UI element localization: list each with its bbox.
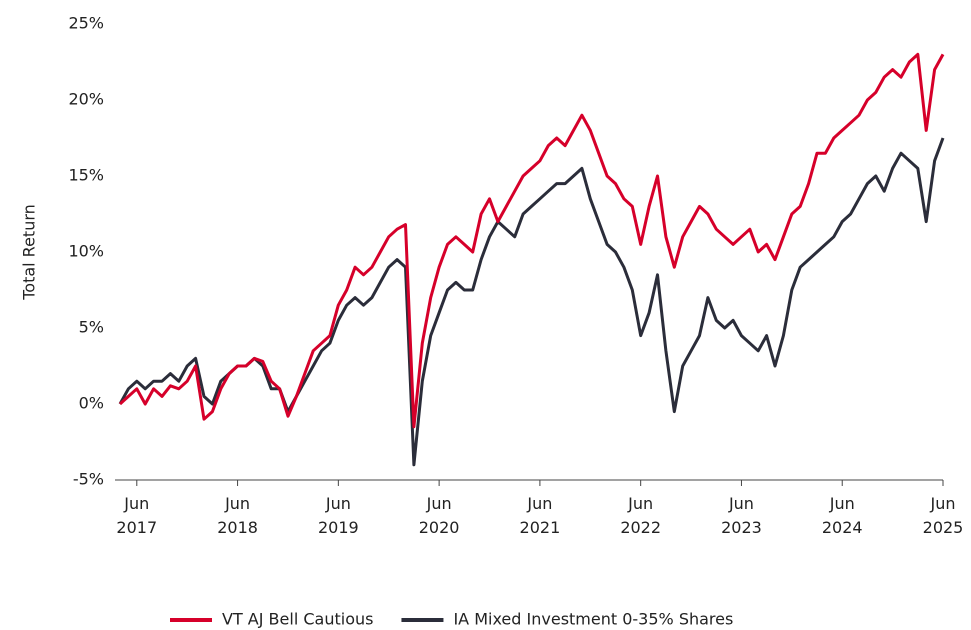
y-tick-label: 5% [79, 318, 104, 337]
y-axis-label: Total Return [20, 204, 39, 301]
x-tick-label: Jun 2023 [721, 494, 762, 537]
x-tick-label: Jun 2021 [520, 494, 561, 537]
x-tick-label: Jun 2025 [923, 494, 964, 537]
y-tick-label: 0% [79, 394, 104, 413]
series-line [118, 137, 945, 467]
x-tick-label: Jun 2020 [419, 494, 460, 537]
x-tick-label: Jun 2022 [620, 494, 661, 537]
y-tick-label: 25% [68, 14, 104, 33]
x-tick-label: Jun 2024 [822, 494, 863, 537]
x-tick-label: Jun 2019 [318, 494, 359, 537]
x-tick-label: Jun 2018 [217, 494, 258, 537]
legend-label: VT AJ Bell Cautious [222, 610, 373, 629]
y-tick-label: -5% [73, 470, 104, 489]
series-line [118, 52, 945, 429]
y-tick-label: 10% [68, 242, 104, 261]
y-tick-label: 20% [68, 90, 104, 109]
y-tick-label: 15% [68, 166, 104, 185]
legend-label: IA Mixed Investment 0-35% Shares [453, 610, 733, 629]
x-tick-label: Jun 2017 [116, 494, 157, 537]
